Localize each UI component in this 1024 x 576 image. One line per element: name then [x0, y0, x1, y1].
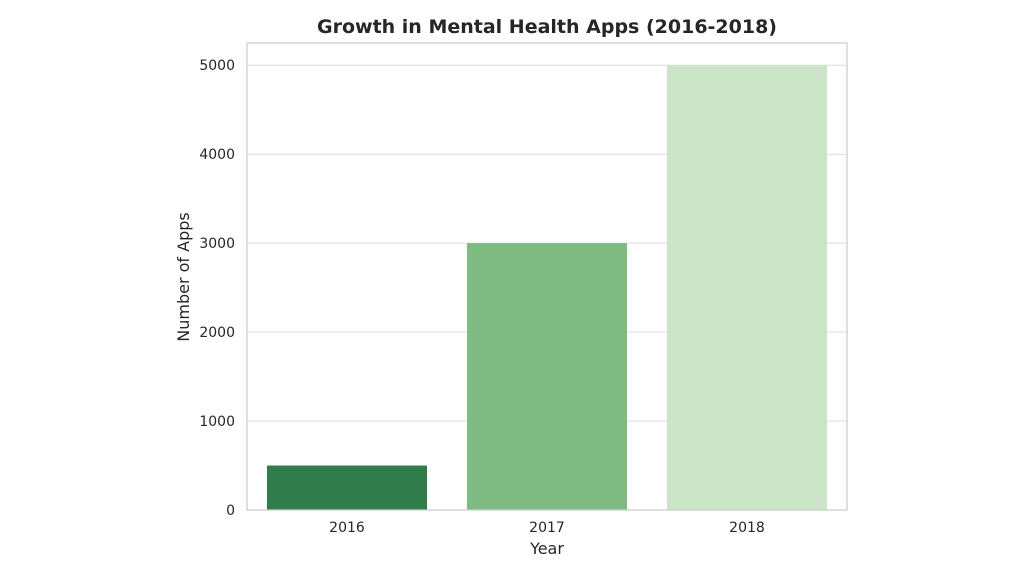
- chart-title: Growth in Mental Health Apps (2016-2018): [317, 16, 777, 38]
- y-tick-label: 1000: [199, 414, 235, 430]
- bars: [267, 65, 827, 510]
- y-axis-label: Number of Apps: [174, 212, 193, 341]
- x-tick-label: 2017: [529, 520, 565, 536]
- x-tick-label: 2016: [329, 520, 365, 536]
- y-tick-label: 2000: [199, 325, 235, 341]
- x-axis-ticks: 2016 2017 2018: [329, 520, 765, 536]
- y-tick-label: 3000: [199, 236, 235, 252]
- y-axis-ticks: 0 1000 2000 3000 4000 5000: [199, 58, 235, 519]
- bar-2016: [267, 465, 427, 510]
- y-tick-label: 4000: [199, 147, 235, 163]
- bar-2017: [467, 243, 627, 510]
- x-tick-label: 2018: [729, 520, 765, 536]
- plot-frame: [246, 42, 848, 511]
- bar-2018: [667, 65, 827, 510]
- y-tick-label: 0: [226, 503, 235, 519]
- x-axis-label: Year: [529, 539, 564, 558]
- y-tick-label: 5000: [199, 58, 235, 74]
